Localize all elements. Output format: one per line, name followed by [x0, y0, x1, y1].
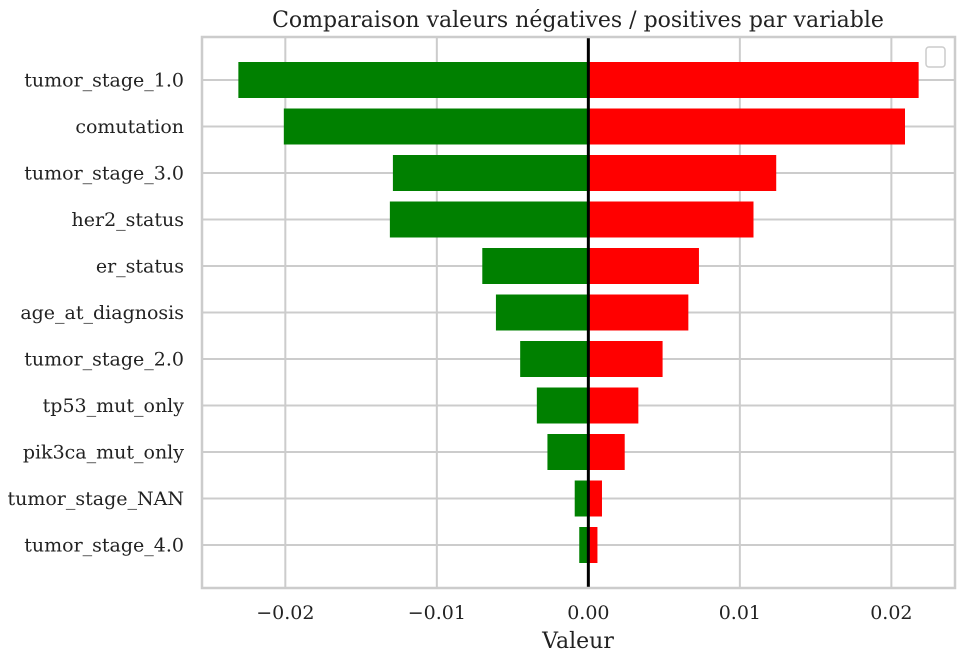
positive-bar-er_status	[588, 248, 699, 284]
negative-bar-tumor_stage_NAN	[574, 480, 589, 517]
x-axis-label: Valeur	[541, 629, 614, 654]
positive-bar-her2_status	[588, 201, 754, 238]
y-tick-label: tumor_stage_4.0	[24, 535, 184, 557]
negative-bar-comutation	[283, 108, 589, 145]
y-tick-label: tumor_stage_3.0	[24, 163, 184, 185]
x-tick-label: −0.01	[408, 602, 466, 624]
negative-bar-her2_status	[389, 201, 589, 238]
positive-bar-tp53_mut_only	[588, 387, 639, 424]
negative-bar-tumor_stage_2.0	[520, 341, 589, 377]
x-tick-label: 0.02	[870, 602, 912, 624]
x-tick-labels: −0.02 −0.01 0.00 0.01 0.02	[256, 602, 912, 624]
x-tick-label: −0.02	[256, 602, 314, 624]
negative-bar-tumor_stage_1.0	[238, 62, 589, 98]
negative-bar-tumor_stage_3.0	[392, 155, 589, 191]
y-tick-label: tp53_mut_only	[43, 395, 185, 417]
positive-bar-tumor_stage_2.0	[588, 341, 663, 377]
y-tick-label: comutation	[75, 116, 184, 138]
plot-frame	[200, 35, 957, 590]
y-tick-label: pik3ca_mut_only	[23, 442, 184, 464]
y-tick-label: er_status	[96, 256, 184, 278]
y-tick-label: tumor_stage_2.0	[24, 349, 184, 371]
legend-box	[925, 46, 946, 68]
positive-bar-tumor_stage_3.0	[588, 155, 777, 191]
chart-title: Comparaison valeurs négatives / positive…	[272, 8, 884, 33]
bars	[238, 62, 919, 563]
x-tick-label: 0.01	[719, 602, 761, 624]
y-tick-labels: tumor_stage_1.0 comutation tumor_stage_3.0…	[7, 70, 184, 557]
positive-bar-comutation	[588, 108, 906, 145]
negative-bar-pik3ca_mut_only	[547, 434, 589, 470]
positive-bar-tumor_stage_4.0	[588, 527, 598, 563]
positive-bar-tumor_stage_NAN	[588, 480, 602, 517]
positive-bar-pik3ca_mut_only	[588, 434, 625, 470]
negative-bar-tp53_mut_only	[536, 387, 589, 424]
y-tick-label: tumor_stage_1.0	[24, 70, 184, 92]
y-tick-label: tumor_stage_NAN	[7, 488, 184, 510]
negative-bar-er_status	[482, 248, 589, 284]
negative-bar-tumor_stage_4.0	[579, 527, 589, 563]
negative-bar-age_at_diagnosis	[495, 294, 589, 331]
positive-bar-age_at_diagnosis	[588, 294, 689, 331]
y-tick-label: her2_status	[72, 209, 185, 231]
y-tick-label: age_at_diagnosis	[20, 302, 184, 324]
x-tick-label: 0.00	[567, 602, 609, 624]
positive-bar-tumor_stage_1.0	[588, 62, 919, 98]
